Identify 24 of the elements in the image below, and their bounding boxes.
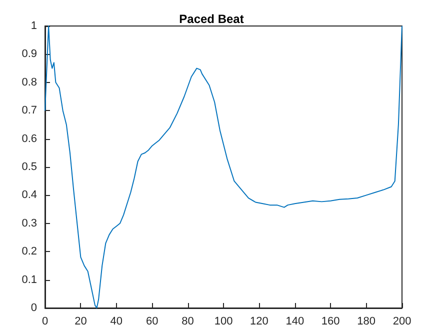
x-tick-label: 60 [146,316,158,328]
x-tick-label: 120 [250,316,268,328]
y-tick-label: 0.2 [22,246,37,258]
x-tick-label: 100 [214,316,233,328]
y-tick-label: 0.3 [22,217,37,230]
x-tick-label: 200 [392,316,412,328]
x-tick-label: 40 [110,316,123,328]
x-tick-label: 0 [42,316,48,328]
x-tick-label: 160 [321,316,340,328]
y-tick-label: 0.7 [22,104,37,117]
x-tick-label: 180 [357,316,376,328]
x-tick-label: 80 [182,316,194,328]
y-tick-label: 0.8 [22,76,37,88]
x-tick-label: 140 [286,316,304,328]
y-tick-label: 0.6 [22,132,37,145]
line-series [44,26,402,308]
x-tick-label: 20 [74,316,87,328]
y-tick-label: 0 [30,302,37,314]
y-tick-label: 0.5 [22,161,37,173]
y-tick-label: 0.1 [22,274,37,286]
y-tick-label: 1 [30,20,37,32]
chart-title: Paced Beat [179,12,244,26]
y-tick-label: 0.4 [22,189,37,202]
y-tick-label: 0.9 [22,48,37,60]
